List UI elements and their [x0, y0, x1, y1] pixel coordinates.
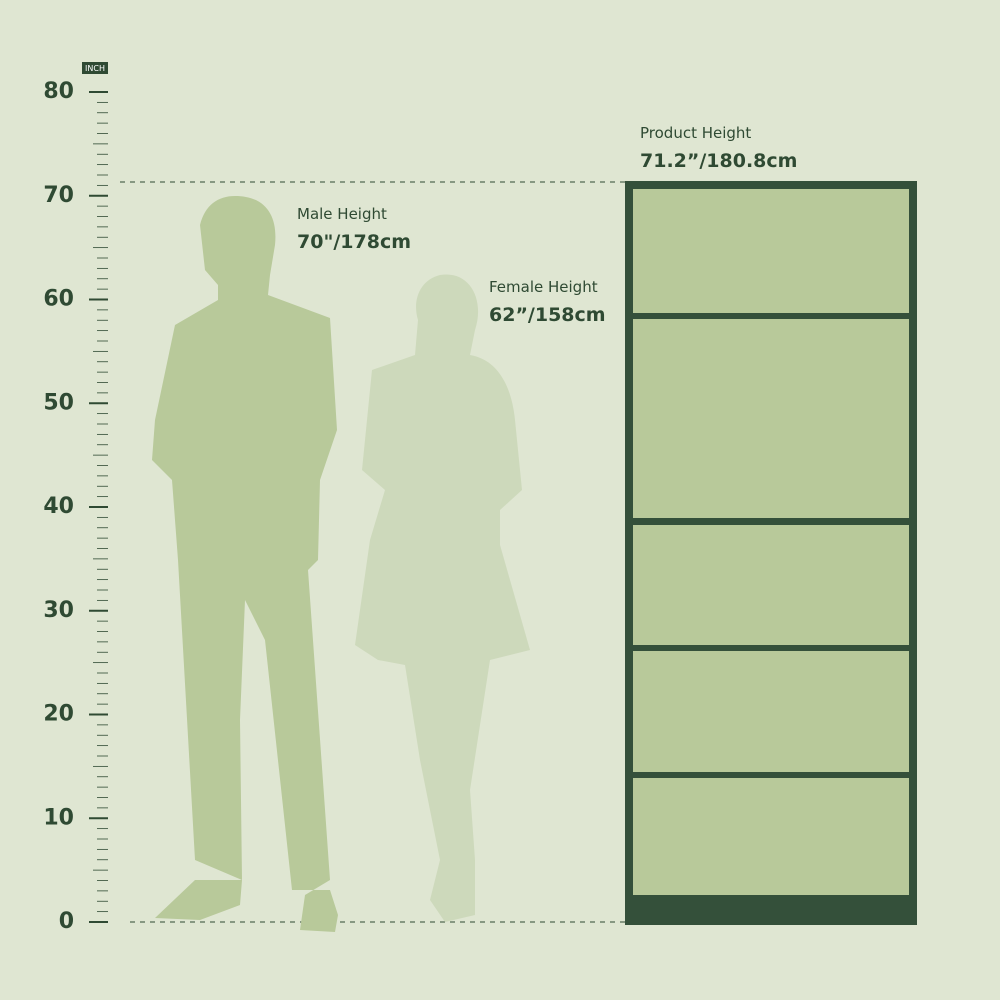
ruler-label: 80	[43, 79, 74, 104]
male-label: Male Height	[297, 205, 387, 223]
product-label: Product Height	[640, 124, 751, 142]
ruler-label: 60	[43, 287, 74, 312]
ruler-label: 20	[43, 702, 74, 727]
shelf-space	[633, 189, 909, 313]
ruler-label: 30	[43, 598, 74, 623]
unit-badge	[82, 62, 108, 74]
female-silhouette	[355, 274, 530, 922]
shelf-space	[633, 651, 909, 772]
shelf-space	[633, 319, 909, 518]
ruler-label: 40	[43, 494, 74, 519]
female-value: 62”/158cm	[489, 304, 606, 326]
ruler: 0 10 20 30 40 50 60 70 80	[43, 79, 108, 934]
ruler-label: 70	[43, 183, 74, 208]
ruler-label: 50	[43, 390, 74, 415]
shelf-space	[633, 525, 909, 645]
female-label: Female Height	[489, 278, 598, 296]
ruler-label: 10	[43, 805, 74, 830]
shelf-space	[633, 778, 909, 895]
male-value: 70"/178cm	[297, 231, 411, 253]
product-value: 71.2”/180.8cm	[640, 150, 797, 172]
male-silhouette	[152, 196, 338, 932]
ruler-label: 0	[59, 909, 74, 934]
unit-label: INCH	[85, 64, 105, 73]
